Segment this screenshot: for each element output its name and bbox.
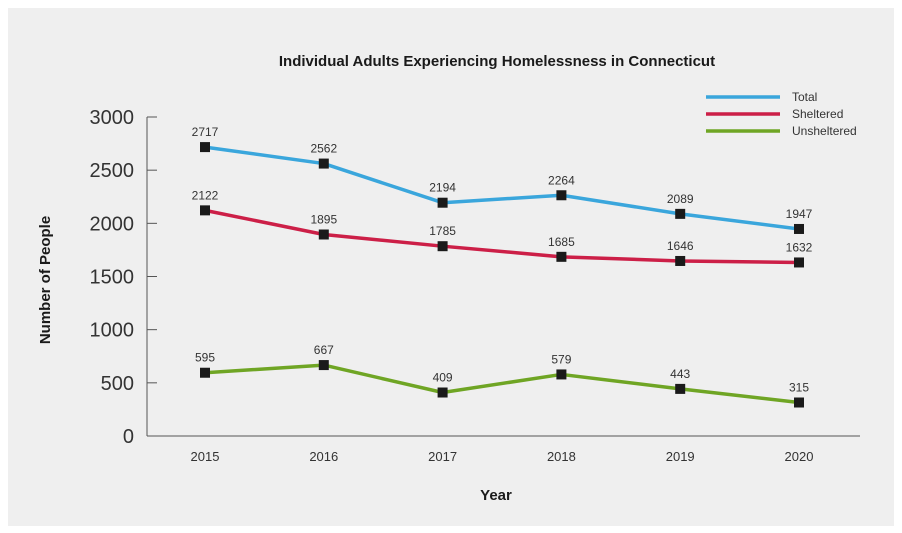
data-point-total bbox=[200, 142, 210, 153]
data-point-unsheltered bbox=[437, 387, 448, 398]
x-tick-label: 2019 bbox=[666, 449, 695, 464]
data-point-sheltered bbox=[675, 255, 686, 266]
y-tick-label: 500 bbox=[101, 373, 134, 395]
data-label-total: 2194 bbox=[429, 181, 456, 195]
legend: Total Sheltered Unsheltered bbox=[706, 90, 857, 138]
data-label-sheltered: 1632 bbox=[786, 240, 813, 254]
data-point-sheltered bbox=[437, 241, 448, 252]
data-point-unsheltered bbox=[556, 369, 567, 380]
legend-label-total: Total bbox=[792, 90, 817, 104]
y-axis-title: Number of People bbox=[37, 216, 54, 344]
data-point-unsheltered bbox=[200, 367, 210, 378]
data-label-sheltered: 1685 bbox=[548, 235, 575, 249]
x-axis-ticks: 2015 2016 2017 2018 2019 2020 bbox=[191, 449, 814, 464]
x-tick-label: 2016 bbox=[309, 449, 338, 464]
data-label-unsheltered: 667 bbox=[314, 343, 334, 357]
data-point-total bbox=[675, 208, 686, 219]
data-label-unsheltered: 579 bbox=[551, 352, 571, 366]
y-tick-label: 1000 bbox=[90, 320, 135, 342]
data-point-unsheltered bbox=[794, 397, 804, 408]
data-point-sheltered bbox=[200, 205, 210, 216]
data-point-sheltered bbox=[318, 229, 329, 240]
data-label-sheltered: 1646 bbox=[667, 239, 694, 253]
data-label-sheltered: 1895 bbox=[310, 212, 337, 226]
legend-label-unsheltered: Unsheltered bbox=[792, 124, 857, 138]
y-axis-ticks: 0 500 1000 1500 2000 2500 3000 bbox=[90, 107, 157, 448]
data-label-unsheltered: 409 bbox=[433, 371, 453, 385]
data-label-unsheltered: 595 bbox=[195, 351, 215, 365]
y-tick-label: 2500 bbox=[90, 160, 135, 182]
chart-panel bbox=[8, 8, 894, 526]
series-line-unsheltered bbox=[204, 363, 800, 405]
data-label-total: 2089 bbox=[667, 192, 694, 206]
legend-label-sheltered: Sheltered bbox=[792, 107, 843, 121]
data-point-total bbox=[556, 190, 567, 201]
data-point-unsheltered bbox=[675, 383, 686, 394]
x-axis-title: Year bbox=[480, 487, 512, 504]
series-line-sheltered bbox=[204, 208, 800, 265]
y-tick-label: 1500 bbox=[90, 267, 135, 289]
data-label-unsheltered: 315 bbox=[789, 381, 809, 395]
data-point-sheltered bbox=[794, 257, 804, 268]
data-point-total bbox=[794, 223, 804, 234]
data-label-sheltered: 2122 bbox=[192, 188, 219, 202]
x-tick-label: 2018 bbox=[547, 449, 576, 464]
chart-title: Individual Adults Experiencing Homelessn… bbox=[279, 53, 715, 70]
data-point-total bbox=[437, 197, 448, 208]
series-group: 2717 2562 2194 2264 2089 1947 2122 1895 1785 1685… bbox=[192, 125, 813, 408]
data-point-total bbox=[318, 158, 329, 169]
data-point-unsheltered bbox=[318, 360, 329, 371]
y-tick-label: 0 bbox=[123, 426, 134, 448]
data-point-sheltered bbox=[556, 251, 567, 262]
x-tick-label: 2017 bbox=[428, 449, 457, 464]
data-label-total: 2717 bbox=[192, 125, 219, 139]
series-line-total bbox=[204, 145, 800, 231]
data-label-total: 2562 bbox=[310, 142, 337, 156]
y-tick-label: 3000 bbox=[90, 107, 135, 129]
x-tick-label: 2015 bbox=[191, 449, 220, 464]
x-tick-label: 2020 bbox=[785, 449, 814, 464]
y-tick-label: 2000 bbox=[90, 213, 135, 235]
data-label-total: 1947 bbox=[786, 207, 813, 221]
data-label-unsheltered: 443 bbox=[670, 367, 690, 381]
data-label-total: 2264 bbox=[548, 173, 575, 187]
data-label-sheltered: 1785 bbox=[429, 224, 456, 238]
